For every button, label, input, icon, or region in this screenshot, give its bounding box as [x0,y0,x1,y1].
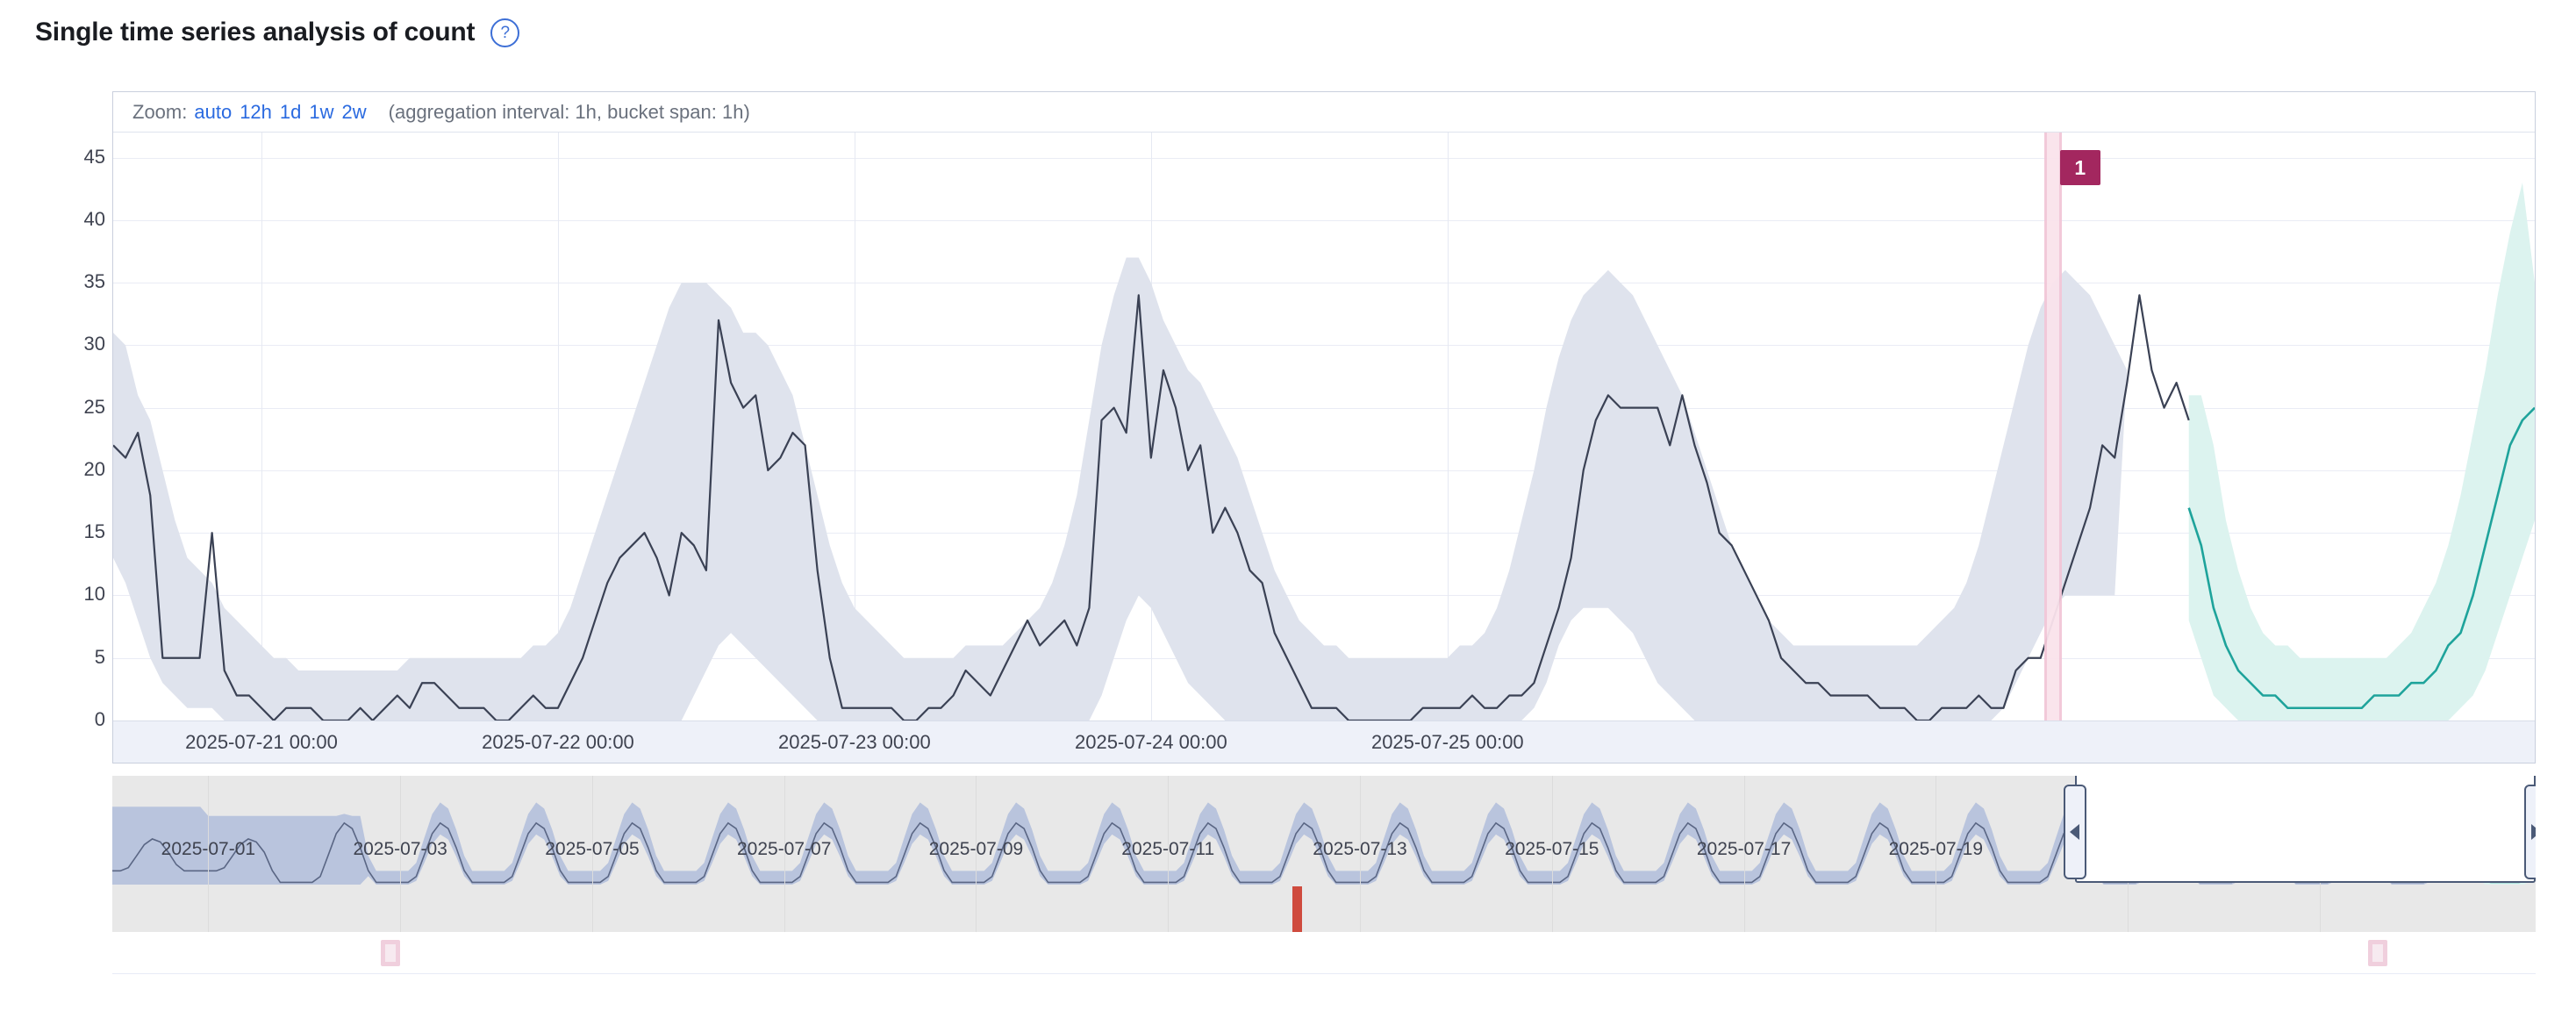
navigator-gridline [1360,776,1362,932]
gridline-vertical [557,133,559,720]
zoom-label: Zoom: [132,100,188,123]
gridline-horizontal [113,407,2535,409]
navigator-bounds-area [112,802,2536,885]
y-axis-tick-label: 0 [94,708,105,730]
zoom-toolbar: Zoom: auto 12h 1d 1w 2w (aggregation int… [113,92,2535,133]
model-bounds-area [113,257,2128,720]
navigator-gridline [976,776,977,932]
navigator-gridline [784,776,785,932]
navigator-gridline [591,776,593,932]
y-axis-tick-label: 10 [83,583,105,606]
y-axis-tick-label: 20 [83,457,105,480]
y-axis-tick-label: 5 [94,645,105,668]
zoom-option-2w[interactable]: 2w [341,100,367,123]
gridline-horizontal [113,345,2535,347]
gridline-horizontal [113,533,2535,534]
forecast-line [2187,406,2535,710]
zoom-option-auto[interactable]: auto [194,100,233,123]
navigator-left-handle[interactable] [2063,785,2086,879]
anomaly-severity-badge[interactable]: 1 [2059,150,2100,185]
page-header: Single time series analysis of count ? [35,18,520,47]
x-axis-tick-label: 2025-07-21 00:00 [185,731,338,753]
gridline-vertical [261,133,262,720]
zoom-option-1w[interactable]: 1w [309,100,334,123]
navigator-anomaly-marker[interactable] [1292,886,1303,932]
navigator-right-handle[interactable] [2524,785,2536,879]
chevron-right-icon [2530,824,2536,840]
anomaly-strip-marker[interactable] [381,940,401,966]
y-axis-tick-label: 15 [83,520,105,543]
x-axis-tick-label: 2025-07-24 00:00 [1074,731,1227,753]
x-axis-tick-label: 2025-07-25 00:00 [1370,731,1524,753]
anomaly-strip-marker[interactable] [2367,940,2387,966]
x-axis-tick-label: 2025-07-22 00:00 [482,731,634,753]
chart-panel: Zoom: auto 12h 1d 1w 2w (aggregation int… [112,91,2536,764]
x-axis-tick-label: 2025-07-23 00:00 [778,731,931,753]
plot-area[interactable]: 1 2025-07-21 00:00 2025-07-22 00:00 2025-0… [113,133,2535,763]
zoom-option-12h[interactable]: 12h [240,100,272,123]
x-axis: 2025-07-21 00:00 2025-07-22 00:00 2025-07-… [113,720,2535,763]
gridline-vertical [1447,133,1449,720]
gridline-horizontal [113,219,2535,221]
y-axis-tick-label: 30 [83,333,105,355]
zoom-option-1d[interactable]: 1d [279,100,302,123]
navigator[interactable]: 2025-07-01 2025-07-03 2025-07-05 2025-07-07… [112,776,2536,932]
navigator-gridline [208,776,210,932]
navigator-selection-window[interactable] [2074,776,2536,883]
y-axis-tick-label: 25 [83,395,105,418]
anomaly-highlight-band[interactable] [2043,133,2062,720]
gridline-horizontal [113,157,2535,159]
navigator-canvas[interactable]: 2025-07-01 2025-07-03 2025-07-05 2025-07-07… [112,776,2536,932]
forecast-bounds-area [2188,183,2535,720]
navigator-gridline [1743,776,1745,932]
aggregation-info: (aggregation interval: 1h, bucket span: … [388,100,750,123]
page-title: Single time series analysis of count [35,18,476,47]
y-axis-tick-label: 40 [83,207,105,230]
gridline-horizontal [113,470,2535,471]
gridline-horizontal [113,595,2535,597]
anomaly-strip[interactable] [112,935,2536,974]
y-axis-tick-label: 35 [83,270,105,293]
chevron-left-icon [2070,824,2080,840]
navigator-gridline [1551,776,1553,932]
actual-line [113,294,2190,720]
navigator-gridline [400,776,402,932]
question-mark-circle-icon[interactable]: ? [490,18,520,47]
navigator-gridline [1168,776,1170,932]
plot-canvas[interactable]: 1 [113,133,2535,720]
series-canvas [113,183,2535,720]
y-axis-tick-label: 45 [83,145,105,168]
